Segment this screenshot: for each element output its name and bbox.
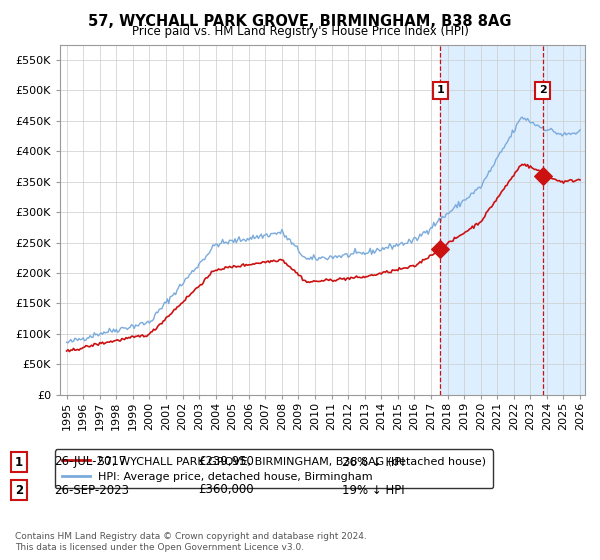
- Text: 1: 1: [15, 455, 23, 469]
- Legend: 57, WYCHALL PARK GROVE, BIRMINGHAM, B38 8AG (detached house), HPI: Average price: 57, WYCHALL PARK GROVE, BIRMINGHAM, B38 …: [55, 449, 493, 488]
- Point: [538, 171, 547, 180]
- Text: £239,950: £239,950: [198, 455, 254, 469]
- Text: 26-SEP-2023: 26-SEP-2023: [54, 483, 129, 497]
- Text: 26% ↓ HPI: 26% ↓ HPI: [342, 455, 404, 469]
- Text: £360,000: £360,000: [198, 483, 254, 497]
- Text: 2: 2: [539, 86, 547, 95]
- Text: Price paid vs. HM Land Registry's House Price Index (HPI): Price paid vs. HM Land Registry's House …: [131, 25, 469, 38]
- Text: 19% ↓ HPI: 19% ↓ HPI: [342, 483, 404, 497]
- Text: Contains HM Land Registry data © Crown copyright and database right 2024.
This d: Contains HM Land Registry data © Crown c…: [15, 532, 367, 552]
- Bar: [440, 45, 585, 395]
- Point: [436, 244, 445, 253]
- Text: 26-JUL-2017: 26-JUL-2017: [54, 455, 127, 469]
- Text: 1: 1: [437, 86, 444, 95]
- Text: 2: 2: [15, 483, 23, 497]
- Bar: [542, 45, 585, 395]
- Text: 57, WYCHALL PARK GROVE, BIRMINGHAM, B38 8AG: 57, WYCHALL PARK GROVE, BIRMINGHAM, B38 …: [88, 14, 512, 29]
